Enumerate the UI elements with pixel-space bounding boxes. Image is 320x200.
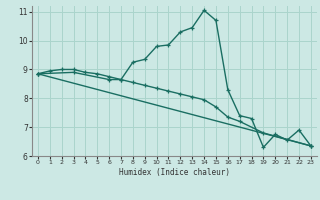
X-axis label: Humidex (Indice chaleur): Humidex (Indice chaleur) (119, 168, 230, 177)
